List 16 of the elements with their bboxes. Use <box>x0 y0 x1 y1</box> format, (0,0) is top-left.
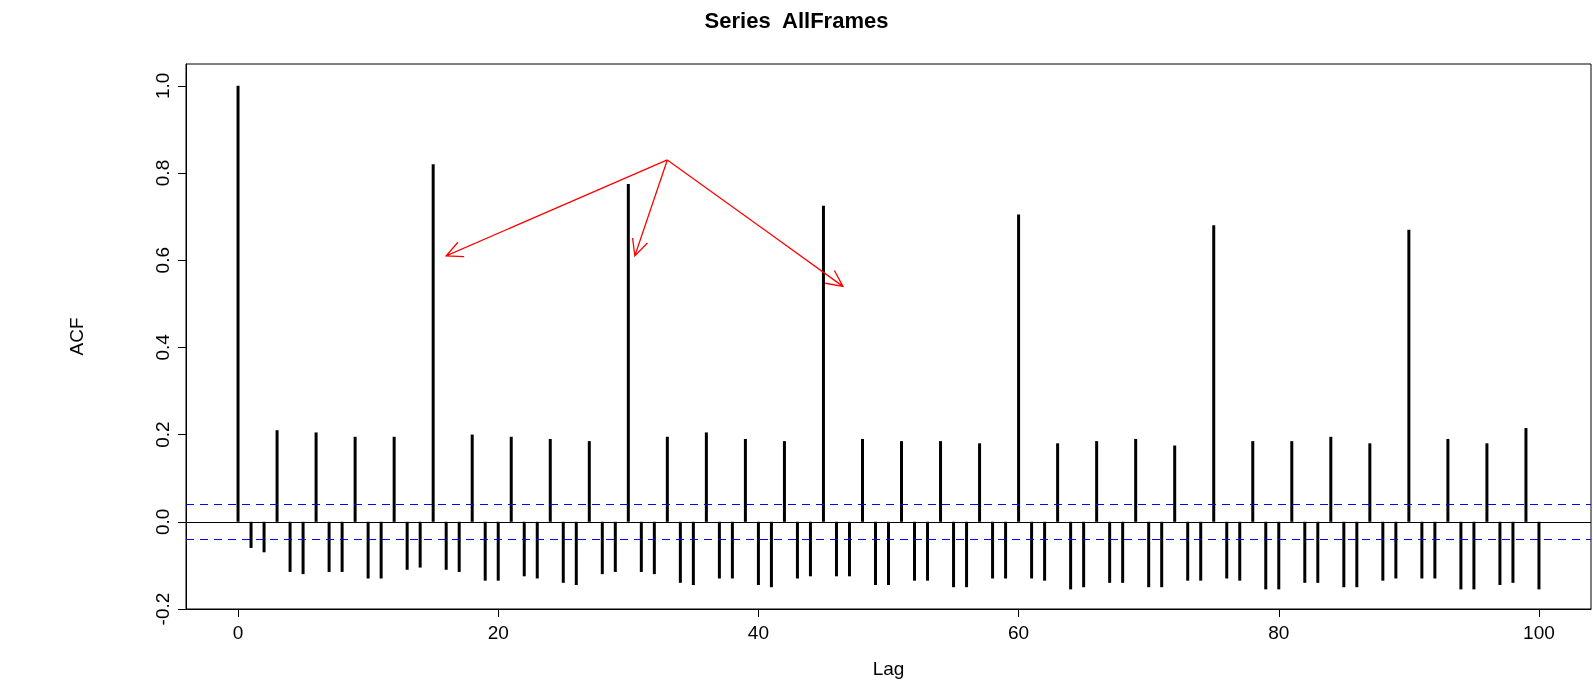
x-tick-label: 80 <box>1268 622 1290 643</box>
y-tick-label: 0.2 <box>152 421 173 448</box>
x-axis-title: Lag <box>872 658 905 679</box>
x-tick-label: 0 <box>232 622 244 643</box>
y-tick-label: 0.4 <box>152 333 173 361</box>
y-tick-label: -0.2 <box>152 592 173 626</box>
x-tick-label: 20 <box>487 622 509 643</box>
chart-title: Series AllFrames <box>704 7 889 33</box>
y-tick-label: 0.0 <box>152 508 173 536</box>
y-tick-label: 0.8 <box>152 159 173 187</box>
y-tick-label: 0.6 <box>152 246 173 274</box>
x-tick-label: 40 <box>747 622 769 643</box>
y-tick-label: 1.0 <box>152 72 173 100</box>
x-tick-label: 100 <box>1523 622 1555 643</box>
y-axis-title: ACF <box>66 317 87 356</box>
x-tick-label: 60 <box>1008 622 1030 643</box>
